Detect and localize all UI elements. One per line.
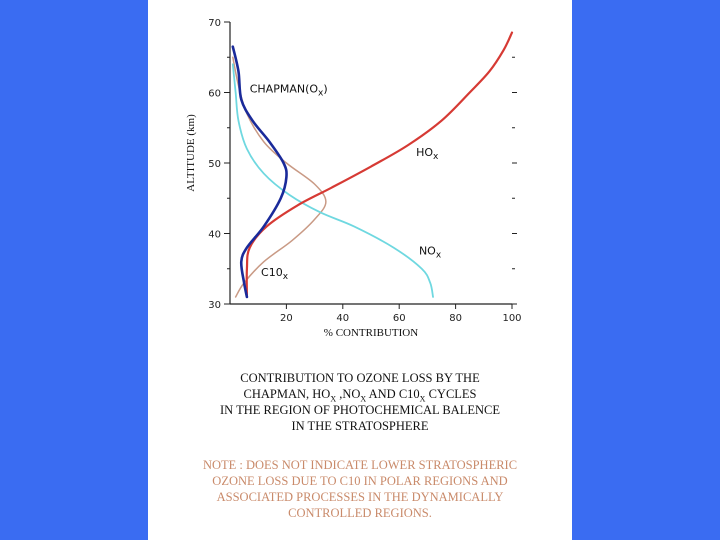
caption-chapman-hox: CHAPMAN, HO xyxy=(243,387,331,401)
caption-nox: ,NO xyxy=(336,387,361,401)
series-label: C10x xyxy=(261,266,289,282)
y-axis-title: ALTITUDE (km) xyxy=(185,114,197,192)
caption-c10: AND C10 xyxy=(366,387,420,401)
y-tick-label: 70 xyxy=(208,18,221,29)
chart-curves xyxy=(231,31,514,299)
series-label: HOx xyxy=(416,146,439,162)
y-tick-label: 60 xyxy=(208,89,221,100)
x-tick-label: 60 xyxy=(393,313,406,324)
y-tick-label: 30 xyxy=(208,300,221,311)
series-line-chapman-ox- xyxy=(231,45,288,299)
caption-line-1: CONTRIBUTION TO OZONE LOSS BY THE xyxy=(240,371,480,385)
caption-line-2: CHAPMAN, HOX ,NOX AND C10X CYCLES xyxy=(148,386,572,408)
series-line-nox xyxy=(231,63,434,298)
chart-axes: 30 40 50 60 70 20 40 60 80 100 xyxy=(208,18,521,324)
series-label: NOx xyxy=(419,245,442,261)
x-axis-title: % CONTRIBUTION xyxy=(324,327,418,339)
chart-labels: CHAPMAN(Ox) HOx NOx C10x xyxy=(250,83,442,282)
caption-line-4: IN THE STRATOSPHERE xyxy=(291,419,429,433)
caption-sub-x: X xyxy=(419,394,426,404)
series-line-hox xyxy=(245,31,514,299)
caption-sub-x: X xyxy=(360,394,367,404)
y-tick-label: 40 xyxy=(208,230,221,241)
caption-cycles: CYCLES xyxy=(425,387,477,401)
caption-sub-x: X xyxy=(330,394,337,404)
x-tick-label: 80 xyxy=(449,313,462,324)
note-block: NOTE : DOES NOT INDICATE LOWER STRATOSPH… xyxy=(148,457,572,521)
y-tick-label: 50 xyxy=(208,159,221,170)
note-line-3: ASSOCIATED PROCESSES IN THE DYNAMICALLY xyxy=(216,490,504,504)
slide-page: 30 40 50 60 70 20 40 60 80 100 CHAPMAN(Ox) HOx NOx C… xyxy=(148,0,572,540)
series-label: CHAPMAN(Ox) xyxy=(250,83,328,99)
x-tick-label: 20 xyxy=(280,313,293,324)
x-tick-label: 100 xyxy=(502,313,521,324)
caption-line-3: IN THE REGION OF PHOTOCHEMICAL BALENCE xyxy=(220,403,500,417)
note-line-4: CONTROLLED REGIONS. xyxy=(288,506,432,520)
x-tick-label: 40 xyxy=(336,313,349,324)
note-line-2: OZONE LOSS DUE TO C10 IN POLAR REGIONS A… xyxy=(212,474,508,488)
note-line-1: NOTE : DOES NOT INDICATE LOWER STRATOSPH… xyxy=(202,458,518,472)
